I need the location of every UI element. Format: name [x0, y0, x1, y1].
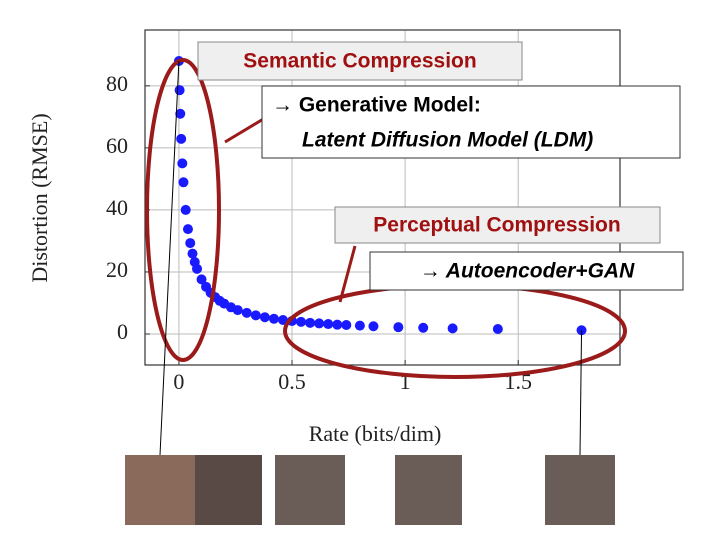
point [175, 108, 186, 119]
point [174, 85, 185, 96]
point [182, 224, 193, 235]
point [250, 310, 261, 321]
ellipse [145, 58, 221, 362]
x-axis-label: Rate (bits/dim) [309, 421, 442, 446]
y-tick-label: 60 [106, 133, 128, 158]
annotation-box [261, 85, 681, 159]
point [177, 158, 188, 169]
annotation: → Autoencoder+GAN [420, 260, 635, 283]
face-image [545, 455, 615, 525]
y-tick-label: 0 [117, 319, 128, 344]
point [176, 133, 187, 144]
point [418, 322, 429, 333]
annotation: → Generative Model: [272, 94, 481, 117]
leader-line [579, 330, 583, 456]
annotation: Semantic Compression [243, 50, 476, 73]
arrow [338, 245, 357, 303]
face-image [395, 455, 462, 525]
face-image [125, 455, 195, 525]
point [323, 319, 334, 330]
point [277, 315, 288, 326]
annotation-box [334, 206, 661, 244]
y-tick-label: 80 [106, 71, 128, 96]
point [196, 274, 207, 285]
point [314, 318, 325, 329]
point [268, 313, 279, 324]
point [296, 316, 307, 327]
face-image [275, 455, 345, 525]
point [187, 248, 198, 259]
point [178, 177, 189, 188]
leader-line [159, 60, 180, 456]
point [180, 204, 191, 215]
point [232, 305, 243, 316]
face-image [195, 455, 262, 525]
point [341, 319, 352, 330]
point [192, 263, 203, 274]
point [185, 238, 196, 249]
point [305, 317, 316, 328]
point [354, 320, 365, 331]
point [241, 307, 252, 318]
x-tick-label: 1 [400, 369, 411, 394]
point [368, 321, 379, 332]
y-tick-label: 40 [106, 195, 128, 220]
point [492, 324, 503, 335]
point [332, 319, 343, 330]
plot-frame [144, 29, 621, 366]
x-tick-label: 0 [173, 369, 184, 394]
y-tick-label: 20 [106, 257, 128, 282]
annotation-layer: Semantic Compression → Generative Model:… [125, 41, 684, 525]
annotation: Latent Diffusion Model (LDM) [302, 129, 593, 152]
point [259, 312, 270, 323]
annotation-box [197, 41, 523, 81]
point [393, 322, 404, 333]
x-tick-label: 0.5 [278, 369, 306, 394]
annotation: Perceptual Compression [373, 214, 620, 237]
annotation-box [369, 251, 684, 291]
y-axis-label: Distortion (RMSE) [27, 113, 52, 282]
point [447, 323, 458, 334]
